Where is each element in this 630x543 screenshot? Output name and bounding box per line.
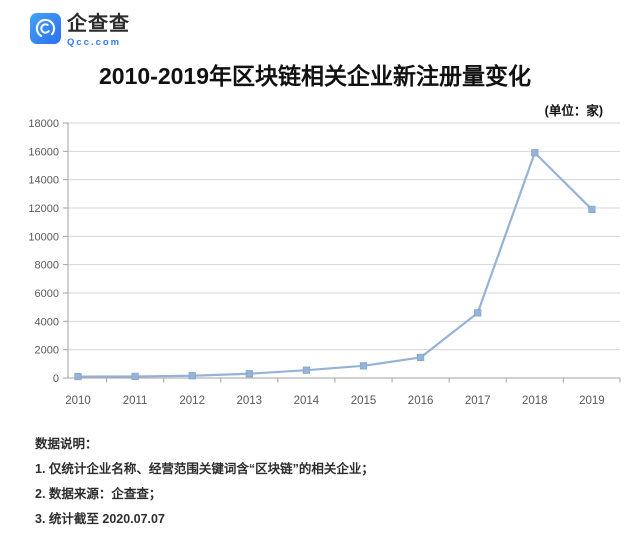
- note-item: 2. 数据来源：企查查；: [35, 487, 162, 501]
- svg-text:8000: 8000: [35, 260, 59, 272]
- svg-text:14000: 14000: [28, 175, 59, 187]
- svg-text:2015: 2015: [351, 395, 377, 407]
- notes-heading: 数据说明：: [35, 437, 98, 451]
- svg-text:2012: 2012: [179, 395, 205, 407]
- brand-header: 企查查 Qcc.com: [30, 13, 130, 48]
- svg-text:2010: 2010: [65, 395, 91, 407]
- chart-canvas: 0 2000 4000 6000 8000 10000 12000 14000 16000 180…: [28, 118, 621, 407]
- brand-name: 企查查: [67, 13, 130, 35]
- svg-text:2018: 2018: [522, 395, 548, 407]
- svg-text:2011: 2011: [123, 395, 148, 407]
- svg-text:4000: 4000: [35, 316, 59, 328]
- brand-text: 企查查 Qcc.com: [67, 13, 130, 48]
- svg-text:0: 0: [53, 373, 59, 385]
- svg-text:6000: 6000: [35, 288, 59, 300]
- svg-text:2019: 2019: [579, 395, 605, 407]
- brand-domain: Qcc.com: [67, 37, 122, 48]
- svg-text:2013: 2013: [237, 395, 263, 407]
- svg-text:16000: 16000: [28, 146, 59, 158]
- svg-text:2016: 2016: [408, 395, 434, 407]
- qcc-logo-icon: [30, 13, 61, 44]
- svg-text:2014: 2014: [294, 395, 320, 407]
- svg-text:10000: 10000: [28, 231, 59, 243]
- svg-text:2000: 2000: [35, 345, 59, 357]
- unit-label: (单位：家): [544, 104, 603, 118]
- data-notes: 数据说明： 1. 仅统计企业名称、经营范围关键词含“区块链”的相关企业； 2. …: [35, 432, 374, 532]
- svg-text:12000: 12000: [28, 203, 59, 215]
- note-item: 3. 统计截至 2020.07.07: [35, 512, 165, 526]
- svg-text:2017: 2017: [465, 395, 491, 407]
- chart-title: 2010-2019年区块链相关企业新注册量变化: [99, 63, 531, 89]
- line-chart: 0 2000 4000 6000 8000 10000 12000 14000 16000 180…: [0, 106, 630, 418]
- note-item: 1. 仅统计企业名称、经营范围关键词含“区块链”的相关企业；: [35, 462, 374, 476]
- svg-text:18000: 18000: [28, 118, 59, 130]
